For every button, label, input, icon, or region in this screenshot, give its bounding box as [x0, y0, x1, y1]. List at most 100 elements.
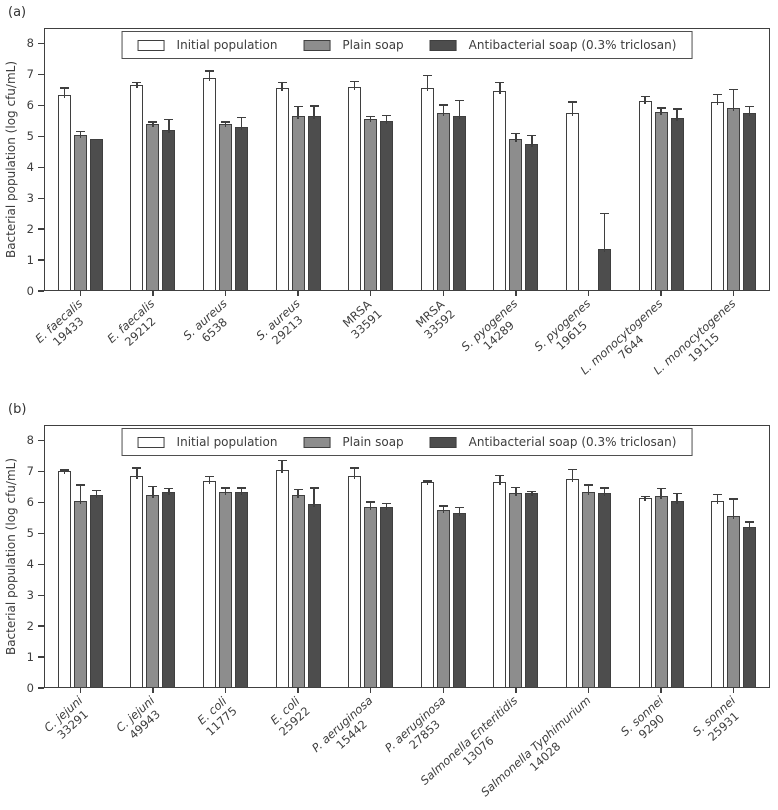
x-tick [297, 688, 299, 693]
y-tick-label: 5 [26, 128, 34, 143]
x-category-text: S. pyogenes 14289 [459, 296, 530, 364]
y-tick-label: 1 [26, 252, 34, 267]
error-bar-line [240, 488, 243, 495]
x-category-text: MRSA 33592 [412, 297, 457, 342]
error-bar-cap [454, 99, 464, 101]
error-bar-cap [309, 105, 319, 107]
error-bar-cap [148, 121, 158, 123]
legend-item-antibacterial-soap: Antibacterial soap (0.3% triclosan) [429, 435, 676, 449]
bar-initial [57, 471, 71, 688]
bar-antibacterial-soap [162, 130, 176, 291]
bar-plain-soap [364, 506, 378, 688]
error-bar-cap [164, 488, 174, 490]
y-tick-label: 0 [26, 680, 34, 695]
x-tick [442, 688, 444, 693]
panel-b-label: (b) [8, 402, 27, 417]
error-bar-cap [527, 134, 537, 136]
bar-antibacterial-soap [89, 494, 103, 688]
error-bar-cap [438, 505, 448, 507]
error-bar-line [676, 493, 678, 504]
x-tick [370, 291, 372, 296]
panel-a-label: (a) [8, 5, 27, 20]
x-category-text: S. aureus 6538 [181, 296, 239, 353]
x-category-text: E. coli 25922 [267, 694, 312, 739]
bar-antibacterial-soap [162, 491, 176, 688]
legend-label: Plain soap [342, 38, 404, 52]
legend-swatch-plain-soap [303, 436, 331, 448]
error-bar-line [79, 485, 81, 504]
bar-plain-soap [73, 500, 87, 688]
bar-initial [203, 480, 216, 688]
error-bar-cap [422, 74, 432, 77]
bar-antibacterial-soap [89, 139, 103, 291]
x-tick [79, 291, 81, 296]
legend-label: Antibacterial soap (0.3% triclosan) [468, 38, 677, 52]
bar-initial [711, 102, 725, 291]
x-tick [297, 291, 299, 296]
x-category-text: C. jejuni 49943 [114, 693, 167, 745]
error-bar-line [386, 503, 388, 510]
bar-plain-soap [291, 494, 305, 688]
error-bar-line [354, 82, 356, 90]
error-bar-line [136, 468, 138, 480]
error-bar-line [281, 460, 283, 473]
bar-initial [57, 94, 71, 291]
y-tick [38, 532, 44, 534]
error-bar-cap [277, 459, 287, 461]
error-bar-line [426, 75, 428, 92]
bar-plain-soap [509, 139, 523, 291]
error-bar-cap [237, 487, 246, 489]
bar-plain-soap [582, 491, 595, 688]
x-category-text: E. faecalis 29212 [105, 296, 167, 356]
bar-initial [130, 476, 144, 688]
legend-swatch-plain-soap [303, 39, 331, 51]
error-bar-line [531, 135, 533, 148]
bar-plain-soap [654, 496, 668, 688]
error-bar-cap [293, 488, 303, 491]
y-tick [38, 594, 44, 596]
legend-item-initial-population: Initial population [137, 38, 277, 52]
y-tick [38, 439, 44, 442]
legend-item-plain-soap: Plain soap [303, 435, 404, 449]
error-bar-line [499, 476, 501, 486]
legend-b: Initial population Plain soap Antibacter… [121, 428, 693, 456]
error-bar-line [63, 470, 65, 475]
error-bar-line [515, 487, 517, 497]
error-bar-line [370, 502, 372, 510]
error-bar-cap [205, 70, 214, 72]
bar-plain-soap [436, 510, 450, 688]
error-bar-line [733, 89, 735, 112]
error-bar-line [224, 122, 227, 127]
bar-antibacterial-soap [670, 500, 684, 688]
error-bar-cap [59, 87, 69, 89]
y-tick [38, 290, 44, 292]
y-tick [38, 501, 44, 503]
x-category-text: C. jejuni 33291 [41, 693, 95, 745]
error-bar-cap [568, 101, 577, 103]
x-tick [587, 291, 590, 296]
y-tick-label: 7 [26, 463, 34, 478]
error-bar-line [603, 213, 606, 253]
error-bar-cap [366, 115, 376, 118]
error-bar-cap [75, 130, 85, 132]
bar-initial [566, 479, 579, 688]
error-bar-cap [672, 492, 682, 494]
y-tick [38, 166, 44, 168]
error-bar-line [717, 494, 719, 504]
error-bar-cap [293, 105, 303, 108]
error-bar-line [354, 468, 356, 480]
error-bar-cap [366, 501, 376, 503]
error-bar-line [644, 496, 646, 501]
error-bar-cap [148, 485, 158, 488]
y-tick-label: 4 [26, 556, 34, 571]
error-bar-cap [454, 506, 464, 508]
legend-label: Plain soap [342, 435, 404, 449]
bar-initial [348, 476, 362, 688]
bar-initial [638, 497, 652, 688]
y-tick [38, 687, 44, 689]
error-bar-line [603, 488, 606, 497]
error-bar-line [152, 122, 154, 127]
bar-initial [420, 88, 434, 291]
bar-initial [130, 85, 144, 291]
error-bar-line [79, 131, 81, 138]
